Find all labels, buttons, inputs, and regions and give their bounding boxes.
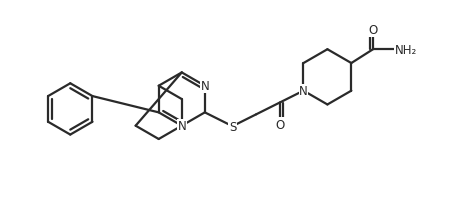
Text: N: N	[200, 80, 209, 93]
Text: N: N	[178, 120, 186, 132]
Text: N: N	[299, 85, 308, 98]
Text: O: O	[275, 118, 285, 131]
Text: O: O	[368, 24, 377, 37]
Text: NH₂: NH₂	[395, 43, 417, 56]
Text: S: S	[229, 120, 236, 133]
